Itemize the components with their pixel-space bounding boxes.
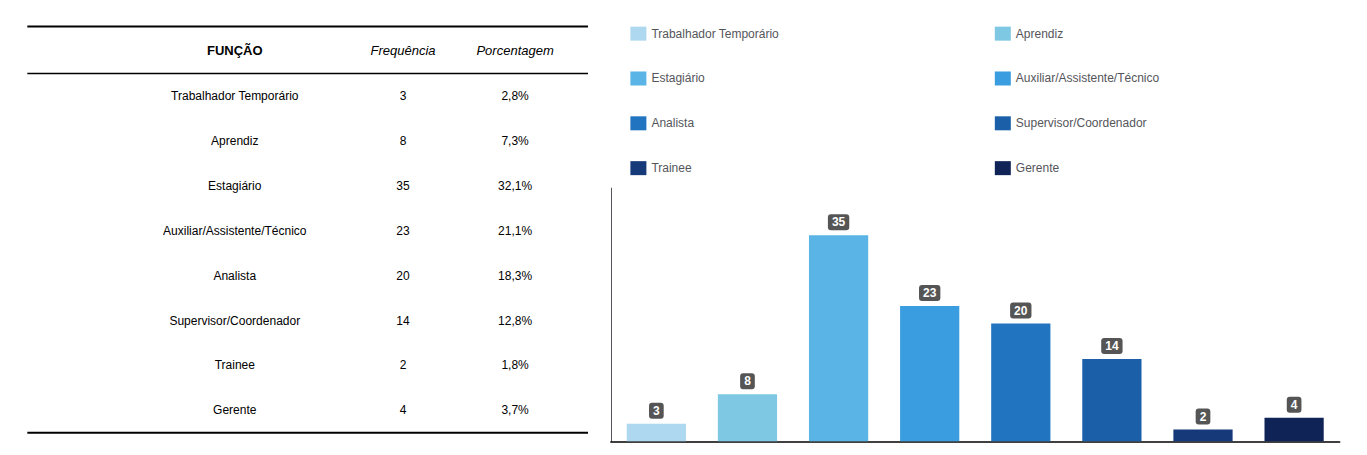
svg-text:Trabalhador Temporário: Trabalhador Temporário bbox=[651, 27, 779, 41]
svg-text:Trainee: Trainee bbox=[651, 161, 692, 175]
svg-text:8: 8 bbox=[744, 374, 751, 388]
svg-text:Gerente: Gerente bbox=[213, 403, 257, 417]
svg-text:Analista: Analista bbox=[213, 269, 256, 283]
svg-text:Trainee: Trainee bbox=[215, 358, 256, 372]
svg-text:Analista: Analista bbox=[651, 116, 694, 130]
svg-text:18,3%: 18,3% bbox=[498, 269, 532, 283]
svg-text:Porcentagem: Porcentagem bbox=[476, 43, 553, 58]
svg-text:Estagiário: Estagiário bbox=[208, 179, 262, 193]
svg-text:3: 3 bbox=[653, 404, 660, 418]
svg-text:35: 35 bbox=[832, 215, 846, 229]
svg-text:4: 4 bbox=[400, 403, 407, 417]
svg-text:Frequência: Frequência bbox=[370, 43, 435, 58]
svg-text:20: 20 bbox=[1014, 304, 1028, 318]
svg-text:2: 2 bbox=[1200, 410, 1207, 424]
svg-text:20: 20 bbox=[396, 269, 410, 283]
svg-text:4: 4 bbox=[1291, 398, 1298, 412]
svg-text:2,8%: 2,8% bbox=[501, 89, 529, 103]
svg-text:Supervisor/Coordenador: Supervisor/Coordenador bbox=[1016, 116, 1147, 130]
svg-text:1,8%: 1,8% bbox=[501, 358, 529, 372]
svg-text:FUNÇÃO: FUNÇÃO bbox=[207, 43, 263, 58]
svg-text:23: 23 bbox=[923, 286, 937, 300]
svg-text:14: 14 bbox=[396, 314, 410, 328]
svg-text:12,8%: 12,8% bbox=[498, 314, 532, 328]
svg-text:7,3%: 7,3% bbox=[501, 134, 529, 148]
svg-text:Estagiário: Estagiário bbox=[651, 71, 705, 85]
svg-text:32,1%: 32,1% bbox=[498, 179, 532, 193]
svg-text:Supervisor/Coordenador: Supervisor/Coordenador bbox=[169, 314, 300, 328]
svg-text:14: 14 bbox=[1105, 339, 1119, 353]
svg-text:Auxiliar/Assistente/Técnico: Auxiliar/Assistente/Técnico bbox=[1016, 71, 1160, 85]
svg-text:Auxiliar/Assistente/Técnico: Auxiliar/Assistente/Técnico bbox=[163, 224, 307, 238]
svg-text:Trabalhador Temporário: Trabalhador Temporário bbox=[171, 89, 299, 103]
svg-text:23: 23 bbox=[396, 224, 410, 238]
svg-text:35: 35 bbox=[396, 179, 410, 193]
svg-text:21,1%: 21,1% bbox=[498, 224, 532, 238]
svg-text:Gerente: Gerente bbox=[1016, 161, 1060, 175]
svg-text:2: 2 bbox=[400, 358, 407, 372]
svg-text:3: 3 bbox=[400, 89, 407, 103]
svg-text:3,7%: 3,7% bbox=[501, 403, 529, 417]
svg-text:Aprendiz: Aprendiz bbox=[211, 134, 258, 148]
svg-text:Aprendiz: Aprendiz bbox=[1016, 27, 1063, 41]
svg-text:8: 8 bbox=[400, 134, 407, 148]
